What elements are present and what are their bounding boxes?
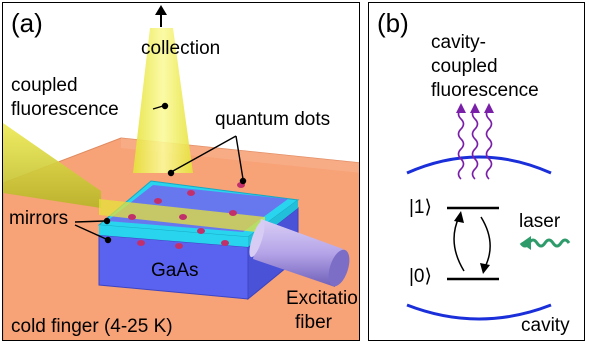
panel-a: (a) collection coupled fluorescence quan… xyxy=(2,2,360,341)
quantum-dots xyxy=(128,182,245,249)
cavity-label: cavity xyxy=(521,315,570,336)
collection-beam xyxy=(133,28,193,173)
excitation-fiber-label-line1: Excitation xyxy=(286,288,359,309)
mirrors-label: mirrors xyxy=(9,208,69,229)
cavity-coupled-fluorescence-line3: fluorescence xyxy=(431,80,539,101)
laser-label: laser xyxy=(519,211,561,232)
mirror-front-band xyxy=(99,225,248,247)
collection-label: collection xyxy=(141,38,221,59)
panel-letter-b: (b) xyxy=(377,8,409,38)
up-arrow-icon xyxy=(155,5,167,15)
input-beam xyxy=(3,123,101,208)
energy-level-diagram xyxy=(406,103,571,321)
cavity-coupled-fluorescence-line1: cavity- xyxy=(431,32,486,53)
cavity-mirror-top xyxy=(406,155,552,175)
fiber-body xyxy=(253,219,343,287)
cold-finger-label: cold finger (4-25 K) xyxy=(11,316,173,337)
cavity-coupled-fluorescence-line2: coupled xyxy=(431,56,498,77)
fiber-tip xyxy=(249,220,265,258)
panel-letter-a: (a) xyxy=(11,8,43,38)
fluorescence-photons xyxy=(457,108,493,180)
excitation-fiber-label-line2: fiber xyxy=(295,312,332,333)
device-illustration xyxy=(3,5,359,340)
coupled-fluorescence-label-line1: coupled xyxy=(11,75,78,96)
arrow-down-icon xyxy=(480,263,490,274)
cavity-mirror-bottom xyxy=(406,303,552,321)
gaas-label: GaAs xyxy=(151,260,199,281)
photon-arrowheads xyxy=(456,103,494,113)
quantum-dots-label: quantum dots xyxy=(215,109,331,130)
fiber-end xyxy=(328,249,350,287)
laser-arrowhead-icon xyxy=(521,236,531,250)
level-0-label: |0⟩ xyxy=(409,266,432,287)
coupled-fluorescence-label-line2: fluorescence xyxy=(11,99,119,120)
arrow-up-icon xyxy=(454,211,464,223)
panel-b: (b) cavity- coupled fluorescence |1⟩ |0⟩… xyxy=(368,2,585,341)
level-1-label: |1⟩ xyxy=(409,197,432,218)
